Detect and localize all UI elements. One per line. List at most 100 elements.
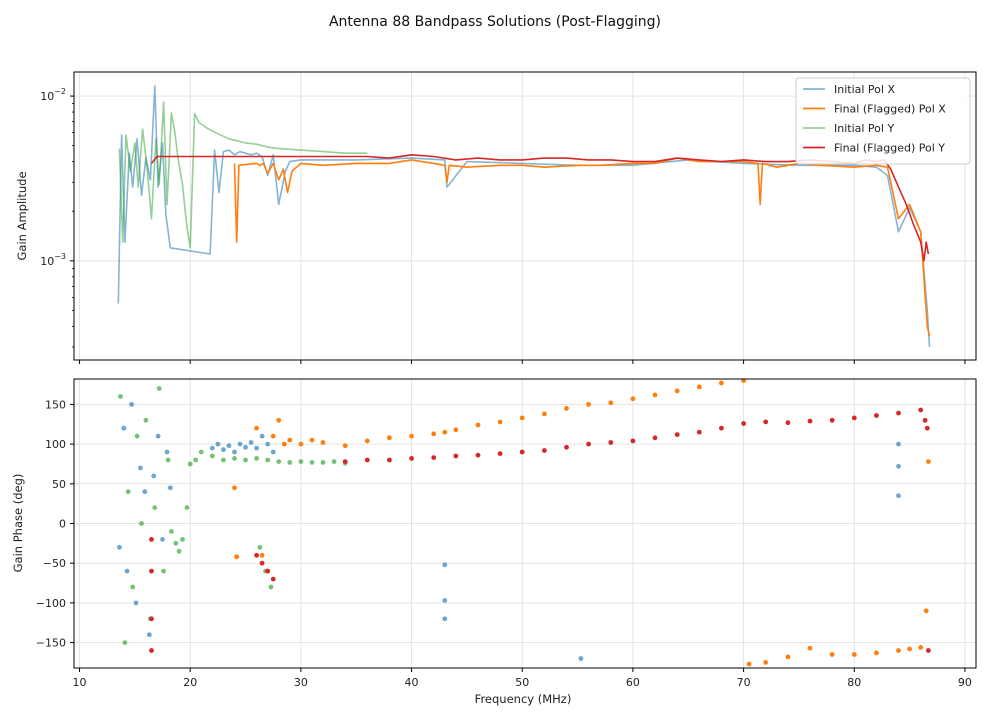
phase-point-final_y bbox=[409, 456, 414, 461]
phase-point-final_y bbox=[807, 418, 813, 424]
phase-point-final_y bbox=[763, 419, 769, 425]
phase-ytick-label: 0 bbox=[59, 518, 66, 531]
phase-point-initial_x bbox=[167, 485, 173, 491]
phase-point-initial_y bbox=[331, 459, 337, 464]
phase-point-initial_y bbox=[232, 456, 237, 461]
phase-point-final_x bbox=[409, 433, 414, 439]
phase-point-final_x bbox=[309, 437, 315, 443]
phase-point-initial_x bbox=[133, 600, 139, 606]
phase-point-final_x bbox=[281, 441, 287, 447]
phase-point-final_y bbox=[342, 459, 348, 464]
phase-ticks: 10 20 30 40 50 60 70 80 90 −150 −100 −50 0 50 100 150 bbox=[36, 398, 972, 689]
xlabel: Frequency (MHz) bbox=[475, 692, 572, 706]
phase-point-final_x bbox=[896, 648, 901, 653]
phase-point-initial_x bbox=[265, 441, 271, 447]
phase-point-final_y bbox=[431, 455, 437, 460]
phase-ytick-label: −100 bbox=[36, 597, 66, 610]
phase-point-final_y bbox=[254, 552, 259, 558]
amp-series-final_x bbox=[233, 157, 931, 337]
phase-point-final_y bbox=[364, 457, 370, 463]
phase-panel: 10 20 30 40 50 60 70 80 90 −150 −100 −50 0 50 100 150 G… bbox=[11, 378, 977, 706]
xtick-label: 90 bbox=[958, 676, 972, 689]
phase-point-final_x bbox=[926, 459, 931, 464]
phase-point-final_x bbox=[270, 433, 276, 439]
phase-point-initial_y bbox=[169, 529, 174, 534]
phase-point-final_y bbox=[926, 648, 931, 653]
phase-ytick-label: 100 bbox=[45, 438, 66, 451]
xtick-label: 10 bbox=[73, 676, 87, 689]
phase-point-final_x bbox=[652, 392, 658, 398]
phase-point-final_y bbox=[874, 413, 879, 418]
phase-point-initial_y bbox=[139, 521, 144, 526]
phase-point-final_y bbox=[265, 568, 271, 574]
phase-point-initial_y bbox=[125, 489, 131, 495]
phase-point-initial_x bbox=[248, 440, 254, 445]
phase-point-final_y bbox=[149, 537, 154, 542]
xtick-label: 60 bbox=[626, 676, 640, 689]
phase-point-initial_x bbox=[254, 445, 259, 451]
legend-label: Initial Pol X bbox=[834, 83, 895, 96]
phase-point-final_y bbox=[542, 448, 547, 453]
legend-label: Initial Pol Y bbox=[834, 122, 894, 135]
phase-point-final_x bbox=[923, 608, 929, 614]
phase-point-final_x bbox=[453, 427, 459, 433]
amp-series-initial_x bbox=[117, 85, 931, 348]
phase-point-final_y bbox=[519, 449, 525, 455]
xtick-label: 70 bbox=[737, 676, 751, 689]
phase-point-final_y bbox=[453, 453, 459, 459]
phase-point-initial_x bbox=[270, 449, 276, 455]
phase-ytick-label: −50 bbox=[43, 557, 66, 570]
phase-point-final_x bbox=[320, 440, 326, 445]
phase-point-initial_x bbox=[160, 537, 165, 542]
phase-point-initial_y bbox=[243, 457, 248, 463]
phase-point-initial_y bbox=[187, 461, 193, 467]
phase-point-final_y bbox=[829, 417, 835, 423]
phase-point-initial_x bbox=[142, 489, 148, 495]
phase-point-final_y bbox=[149, 616, 154, 622]
phase-point-initial_y bbox=[184, 505, 190, 510]
phase-point-final_x bbox=[542, 411, 547, 417]
phase-point-initial_y bbox=[180, 537, 185, 542]
amplitude-ticks: 10−2 10−3 bbox=[40, 87, 966, 364]
phase-point-initial_y bbox=[130, 584, 136, 590]
amplitude-axes-frame bbox=[73, 71, 977, 361]
phase-point-final_x bbox=[785, 654, 791, 660]
phase-point-initial_x bbox=[124, 568, 130, 574]
phase-point-final_x bbox=[475, 422, 481, 428]
phase-point-final_x bbox=[298, 441, 304, 447]
phase-point-initial_y bbox=[298, 459, 304, 464]
xtick-label: 80 bbox=[847, 676, 861, 689]
phase-point-final_x bbox=[719, 380, 724, 386]
phase-point-final_x bbox=[829, 652, 835, 657]
phase-point-initial_y bbox=[320, 460, 326, 465]
phase-point-final_x bbox=[874, 650, 879, 656]
phase-point-initial_x bbox=[232, 449, 237, 455]
phase-point-final_y bbox=[674, 432, 680, 437]
phase-point-final_x bbox=[674, 388, 680, 394]
phase-point-initial_y bbox=[265, 457, 271, 463]
phase-point-initial_y bbox=[143, 417, 149, 423]
phase-point-final_y bbox=[475, 452, 481, 458]
legend-label: Final (Flagged) Pol X bbox=[834, 103, 946, 116]
phase-point-final_y bbox=[918, 407, 924, 413]
xtick-label: 40 bbox=[405, 676, 419, 689]
phase-point-final_x bbox=[259, 552, 265, 558]
phase-point-final_y bbox=[497, 451, 503, 456]
phase-point-initial_x bbox=[442, 616, 448, 622]
phase-point-final_y bbox=[387, 457, 392, 463]
phase-point-initial_y bbox=[198, 449, 204, 455]
phase-point-final_x bbox=[918, 645, 924, 650]
xtick-label: 30 bbox=[294, 676, 308, 689]
phase-point-final_x bbox=[364, 438, 370, 444]
phase-point-final_x bbox=[431, 431, 437, 437]
phase-ytick-label: 150 bbox=[45, 398, 66, 411]
phase-point-final_y bbox=[608, 440, 614, 445]
phase-points bbox=[117, 378, 931, 667]
phase-point-initial_x bbox=[578, 656, 584, 661]
phase-point-final_x bbox=[519, 415, 525, 421]
phase-point-final_y bbox=[851, 415, 857, 421]
phase-point-initial_x bbox=[259, 433, 265, 439]
phase-point-initial_x bbox=[221, 447, 226, 453]
xtick-label: 50 bbox=[515, 676, 529, 689]
